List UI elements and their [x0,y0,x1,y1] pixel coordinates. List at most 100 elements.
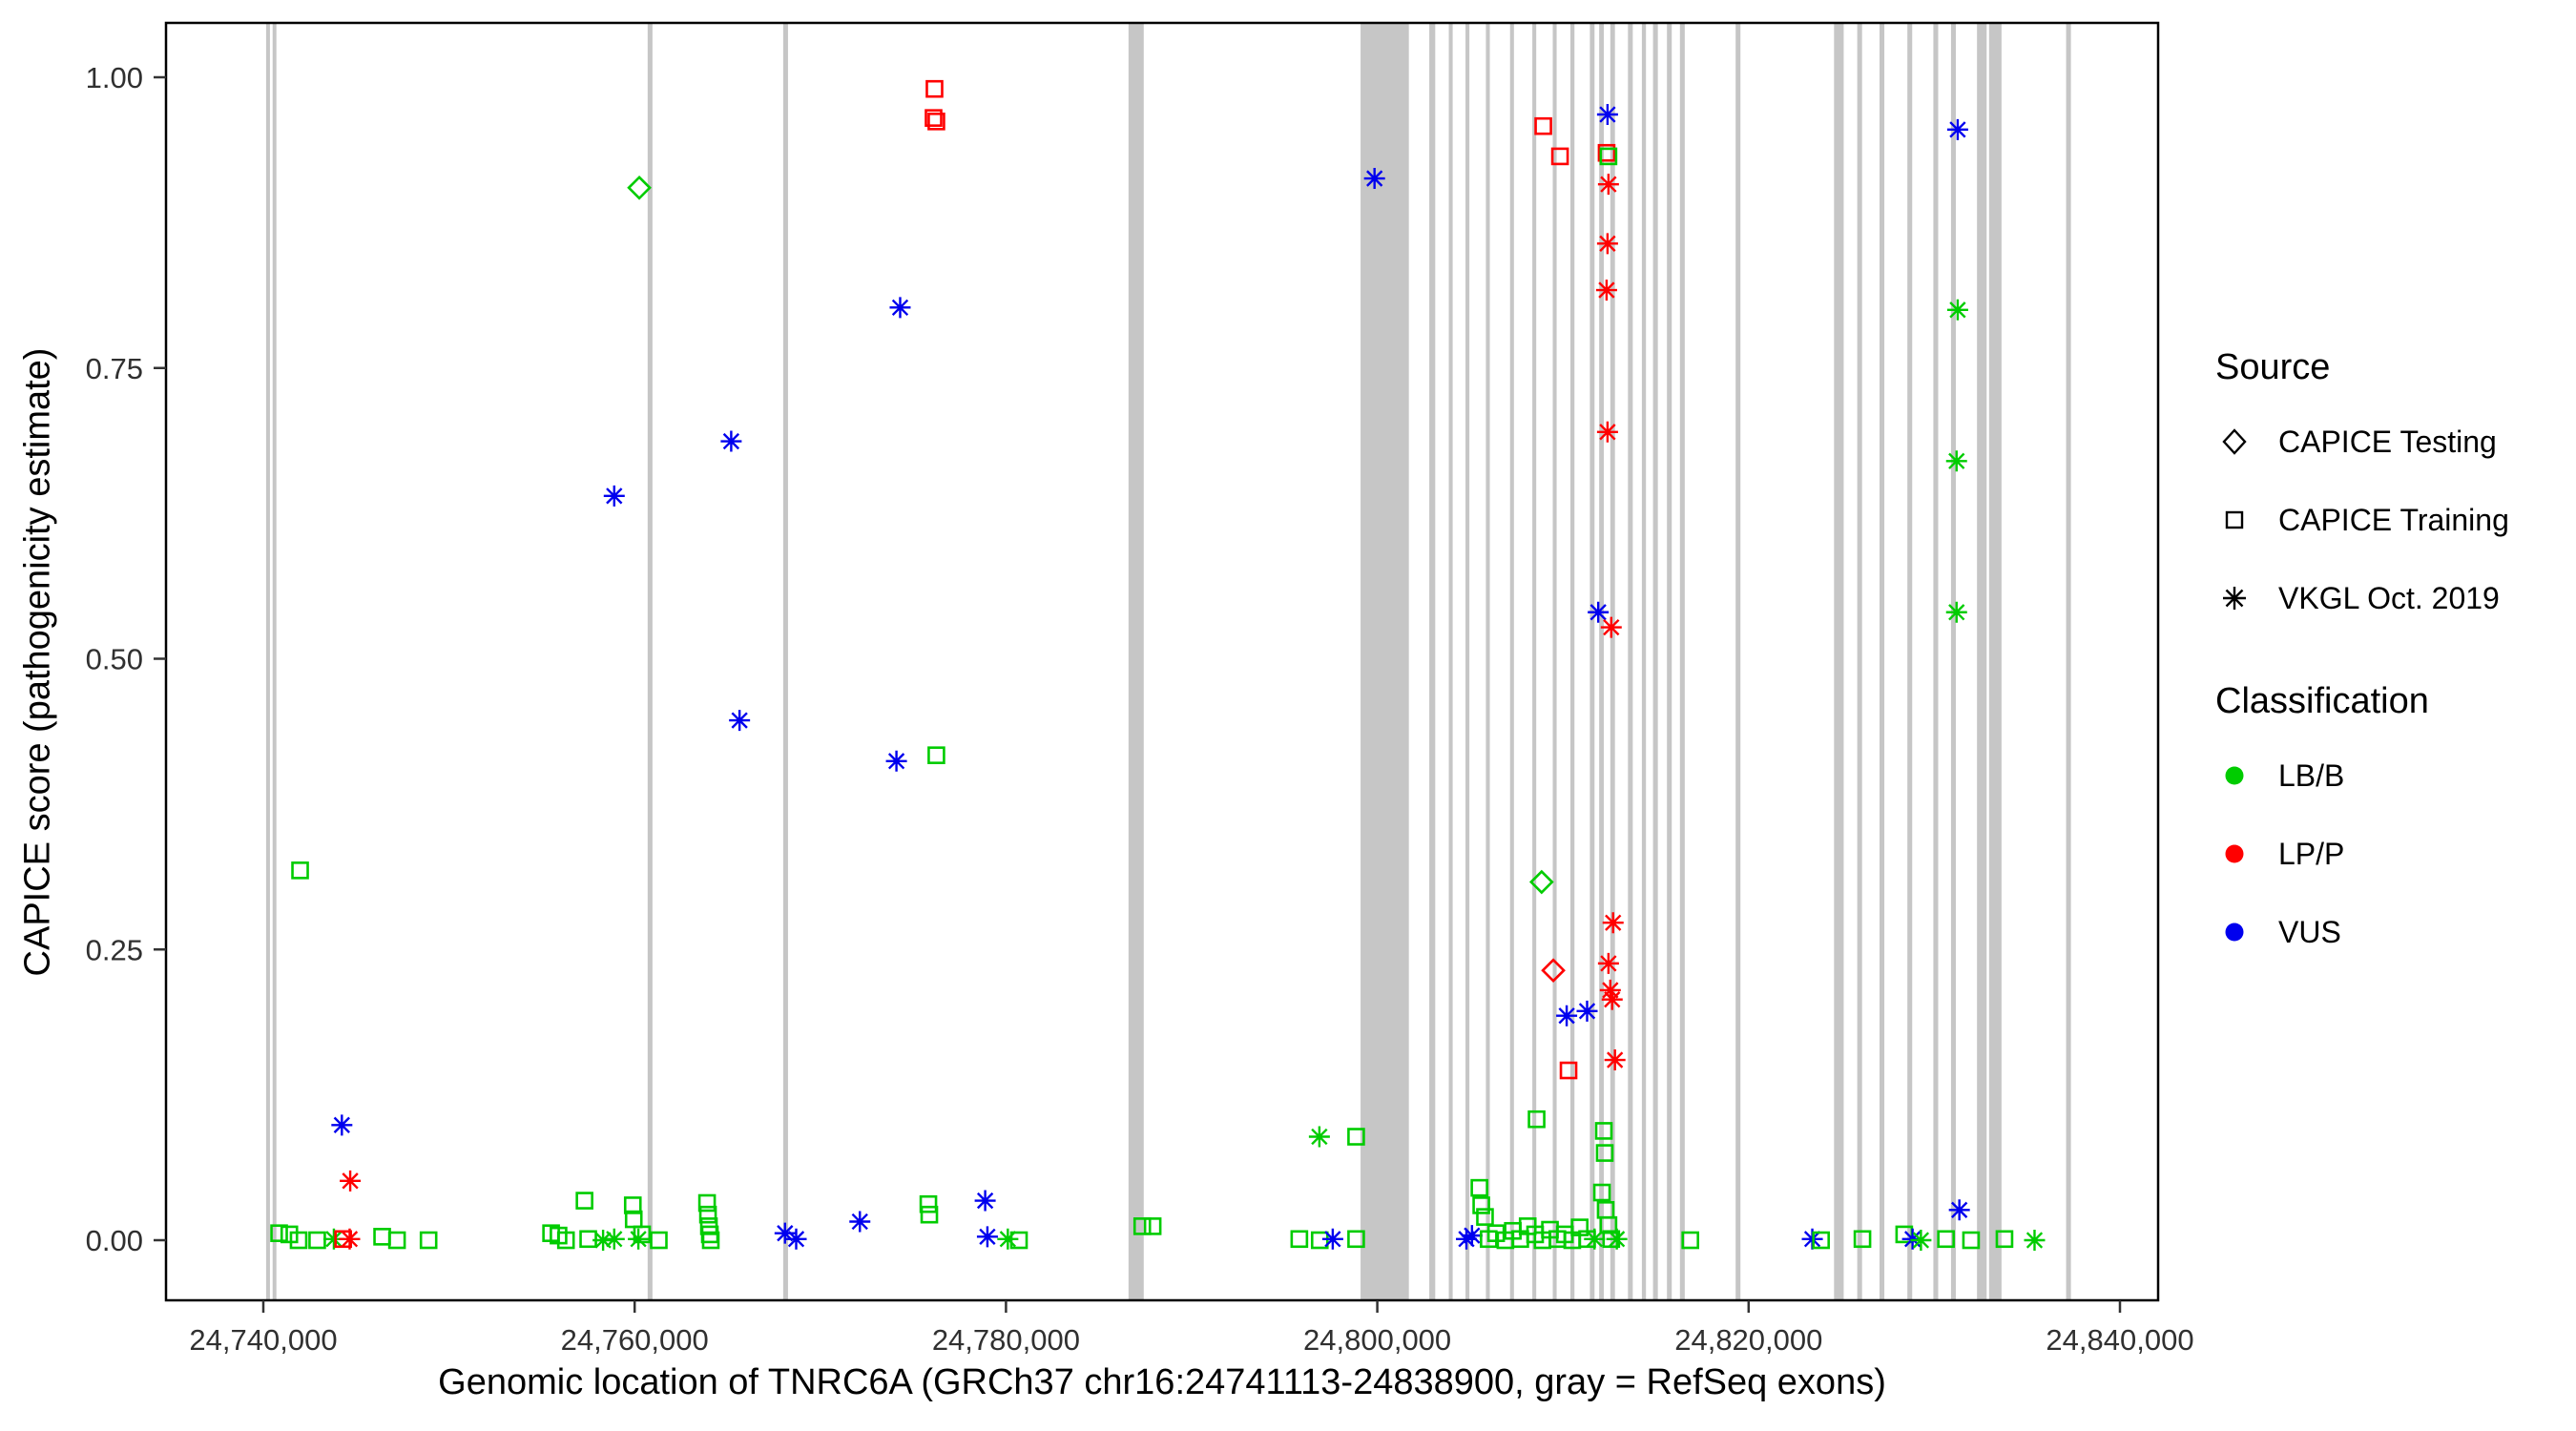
point-asterisk [331,1114,353,1136]
point-asterisk [785,1228,807,1250]
legend-item-vkgl: VKGL Oct. 2019 [2215,559,2570,637]
point-asterisk [339,1228,361,1250]
asterisk-icon [2223,587,2246,610]
legend-item-lpp: LP/P [2215,815,2570,893]
point-asterisk [889,297,911,319]
point-asterisk [1946,299,1968,321]
point-square [1347,1230,1365,1249]
refseq-exon-band [265,23,270,1300]
point-asterisk [603,1228,625,1250]
refseq-exon-band [1485,23,1490,1300]
point-asterisk [1596,104,1618,126]
point-square [1597,143,1616,162]
point-asterisk [774,1222,796,1244]
legend-label-capice-testing: CAPICE Testing [2278,424,2497,459]
point-diamond [1541,958,1566,984]
point-square [1009,1231,1028,1250]
point-asterisk [1595,280,1617,301]
point-asterisk [1597,174,1619,196]
point-asterisk [1606,1228,1628,1250]
point-asterisk [1945,601,1967,623]
point-square [387,1231,406,1250]
point-square [1476,1208,1494,1226]
legend-label-capice-training: CAPICE Training [2278,502,2509,537]
point-diamond [627,175,652,200]
point-square [1470,1178,1488,1197]
refseq-exon-band [1857,23,1862,1300]
refseq-exon-band [1977,23,1987,1300]
refseq-exon-band [1628,23,1633,1300]
point-square [1853,1230,1872,1249]
y-tick-label: 0.75 [86,352,143,385]
point-square [1132,1217,1152,1235]
refseq-exon-band [2066,23,2071,1300]
point-square [1472,1196,1490,1214]
x-tick-label: 24,840,000 [2046,1323,2193,1357]
point-square [623,1196,642,1214]
point-asterisk [592,1230,614,1251]
point-asterisk [1596,233,1618,255]
refseq-exon-band [1652,23,1658,1300]
refseq-exon-band [1509,23,1514,1300]
point-square [1347,1128,1365,1146]
refseq-exon-band [1988,23,2002,1300]
point-square [289,1231,308,1250]
point-asterisk [1604,1049,1626,1071]
point-asterisk [1600,616,1622,638]
refseq-exon-band [1679,23,1685,1300]
y-tick-label: 0.25 [86,933,143,966]
point-asterisk [1556,1005,1578,1027]
point-square [1559,1061,1578,1080]
point-square [927,746,945,764]
refseq-exon-band [1599,23,1605,1300]
point-asterisk [2024,1230,2046,1251]
refseq-exon-band [1465,23,1470,1300]
point-asterisk [720,430,742,452]
point-asterisk [1456,1228,1478,1250]
refseq-exon-band [1361,23,1409,1300]
point-square [1962,1231,1981,1250]
refseq-exon-band [1950,23,1956,1300]
point-asterisk [1948,1199,1970,1221]
refseq-exon-band [1641,23,1647,1300]
point-square [1599,147,1618,166]
point-asterisk [628,1228,650,1250]
x-tick-label: 24,780,000 [932,1323,1080,1357]
point-square [919,1194,938,1213]
point-asterisk [603,485,625,507]
point-square [650,1231,668,1250]
point-square [1599,1215,1618,1234]
point-square [579,1230,597,1249]
vus-dot-icon [2225,923,2244,942]
refseq-exon-band [1879,23,1885,1300]
point-asterisk [974,1190,996,1212]
legend-item-capice-training: CAPICE Training [2215,481,2570,559]
point-asterisk [1588,601,1610,623]
point-asterisk [1945,450,1967,472]
legend-item-vus: VUS [2215,893,2570,971]
point-square [1937,1230,1955,1249]
point-asterisk [340,1170,362,1192]
point-square [291,861,309,880]
point-asterisk [1576,1000,1598,1022]
point-square [1534,116,1552,135]
point-asterisk [1461,1225,1483,1247]
refseq-exon-band [1834,23,1844,1300]
point-square [419,1231,438,1250]
x-axis-title: Genomic location of TNRC6A (GRCh37 chr16… [438,1362,1886,1402]
point-asterisk [1901,1228,1923,1250]
point-square [924,109,943,127]
refseq-exon-band [1735,23,1741,1300]
legend-label-lpp: LP/P [2278,836,2345,871]
point-square [1143,1217,1162,1235]
point-asterisk [1597,952,1619,974]
point-asterisk [1599,979,1621,1001]
refseq-exon-band [1569,23,1575,1300]
refseq-exon-band [1907,23,1913,1300]
point-square [575,1192,593,1210]
x-tick-label: 24,760,000 [561,1323,709,1357]
point-square [308,1231,326,1250]
legend: Source CAPICE Testing CAPICE Training VK… [2215,347,2570,971]
